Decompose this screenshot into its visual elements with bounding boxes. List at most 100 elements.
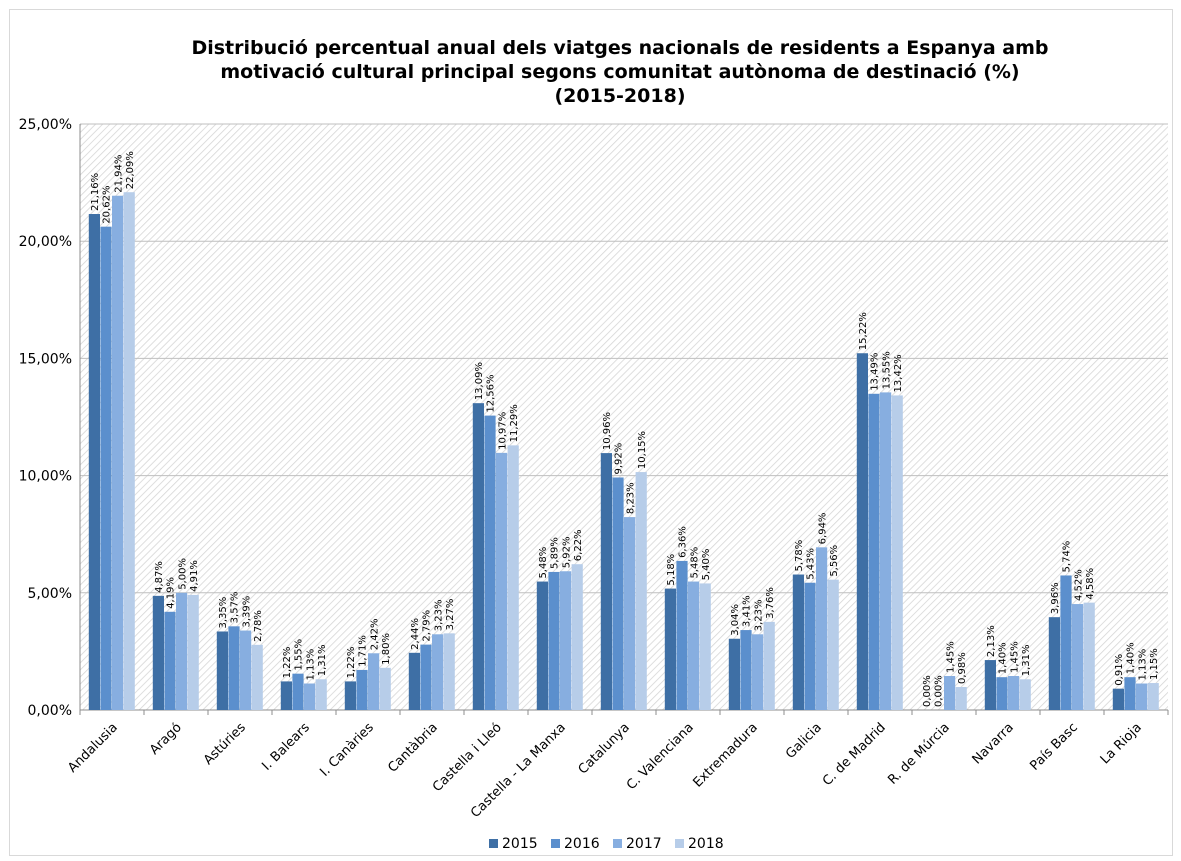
bar-2017 (1136, 683, 1148, 710)
data-label-2016: 5,89% (550, 537, 561, 569)
bar-2016 (804, 582, 816, 710)
data-label-2018: 22,09% (125, 151, 136, 189)
bar-2018 (379, 667, 391, 710)
data-label-2016: 9,92% (614, 443, 625, 475)
data-label-2016: 1,71% (358, 635, 369, 667)
bar-2018 (635, 472, 647, 710)
data-label-2016: 20,62% (102, 186, 113, 224)
data-label-2017: 3,39% (241, 596, 252, 628)
data-label-2018: 13,42% (893, 354, 904, 392)
data-label-2018: 4,58% (1085, 568, 1096, 600)
y-tick-label: 5,00% (28, 586, 72, 602)
bar-2015 (984, 660, 996, 710)
x-category-label: C. Valenciana (624, 720, 697, 793)
bar-2018 (443, 633, 455, 710)
data-label-2015: 4,87% (154, 561, 165, 593)
data-label-2018: 5,40% (701, 549, 712, 581)
data-label-2016: 1,40% (1126, 642, 1137, 674)
bar-2017 (688, 581, 700, 710)
data-label-2017: 1,45% (945, 641, 956, 673)
bar-2017 (752, 634, 764, 710)
chart-title-line-2: motivació cultural principal segons comu… (220, 61, 1020, 83)
bar-2017 (432, 634, 444, 710)
data-label-2018: 6,22% (573, 529, 584, 561)
bar-2017 (304, 683, 316, 710)
legend-label-2018: 2018 (688, 836, 724, 852)
legend-label-2016: 2016 (564, 836, 600, 852)
bar-2018 (1019, 679, 1031, 710)
data-label-2018: 1,31% (317, 645, 328, 677)
bar-2015 (280, 681, 292, 710)
y-tick-label: 0,00% (28, 703, 72, 719)
x-category-label: I. Balears (259, 720, 313, 774)
x-category-label: Andalusia (65, 720, 121, 776)
bar-2016 (868, 393, 880, 710)
x-category-label: I. Canàries (317, 720, 377, 780)
bar-2015 (728, 638, 740, 710)
bar-2016 (164, 611, 176, 710)
bar-2018 (1147, 683, 1159, 710)
data-label-2015: 0,91% (1114, 654, 1125, 686)
bar-2016 (484, 415, 496, 710)
x-category-label: La Rioja (1098, 720, 1145, 767)
data-label-2016: 1,55% (294, 639, 305, 671)
bar-2016 (612, 477, 624, 710)
x-category-label: Galicia (783, 720, 825, 762)
bar-2018 (571, 564, 583, 710)
x-category-label: País Basc (1027, 720, 1080, 773)
x-category-label: R. de Múrcia (885, 720, 953, 788)
x-category-label: Aragó (147, 720, 185, 758)
data-label-2015: 3,04% (730, 604, 741, 636)
data-label-2016: 3,57% (230, 592, 241, 624)
x-category-label: Extremadura (690, 720, 760, 790)
bar-2018 (1083, 602, 1095, 710)
data-label-2015: 3,35% (218, 597, 229, 629)
data-label-2016: 12,56% (486, 374, 497, 412)
data-label-2017: 3,23% (753, 600, 764, 632)
legend-swatch-2016 (551, 839, 560, 848)
data-label-2016: 13,49% (870, 353, 881, 391)
data-label-2015: 13,09% (474, 362, 485, 400)
bar-2016 (996, 677, 1008, 710)
bar-2015 (216, 631, 228, 710)
data-label-2015: 3,96% (1050, 582, 1061, 614)
bar-2015 (792, 574, 804, 710)
data-label-2016: 5,43% (806, 548, 817, 580)
data-label-2015: 10,96% (602, 412, 613, 450)
data-label-2015: 1,22% (346, 647, 357, 679)
data-label-2015: 0,00% (922, 675, 933, 707)
data-label-2015: 5,18% (666, 554, 677, 586)
data-label-2018: 2,78% (253, 610, 264, 642)
bar-2018 (763, 621, 775, 710)
data-label-2016: 2,79% (422, 610, 433, 642)
data-label-2018: 11,29% (509, 404, 520, 442)
bar-2018 (827, 579, 839, 710)
data-label-2017: 4,52% (1073, 569, 1084, 601)
legend-swatch-2015 (489, 839, 498, 848)
bar-2017 (368, 653, 380, 710)
data-label-2017: 1,13% (1137, 649, 1148, 681)
data-label-2018: 3,76% (765, 587, 776, 619)
data-label-2018: 3,27% (445, 599, 456, 631)
bar-2015 (408, 652, 420, 710)
data-label-2018: 4,91% (189, 560, 200, 592)
bar-2016 (292, 673, 304, 710)
data-label-2015: 1,22% (282, 647, 293, 679)
chart-frame (9, 9, 1173, 856)
data-label-2015: 15,22% (858, 312, 869, 350)
bar-2018 (123, 192, 135, 710)
bar-2017 (496, 452, 508, 710)
bar-2018 (699, 583, 711, 710)
bar-2016 (676, 560, 688, 710)
bar-2015 (88, 214, 100, 710)
data-label-2016: 6,36% (678, 526, 689, 558)
bar-2017 (1008, 676, 1020, 710)
bar-2016 (356, 669, 368, 710)
data-label-2017: 21,94% (113, 155, 124, 193)
bar-2015 (152, 595, 164, 710)
chart-title-line-3: (2015-2018) (554, 85, 686, 107)
data-label-2017: 13,55% (881, 351, 892, 389)
bar-2015 (536, 581, 548, 710)
bar-2017 (624, 517, 636, 710)
